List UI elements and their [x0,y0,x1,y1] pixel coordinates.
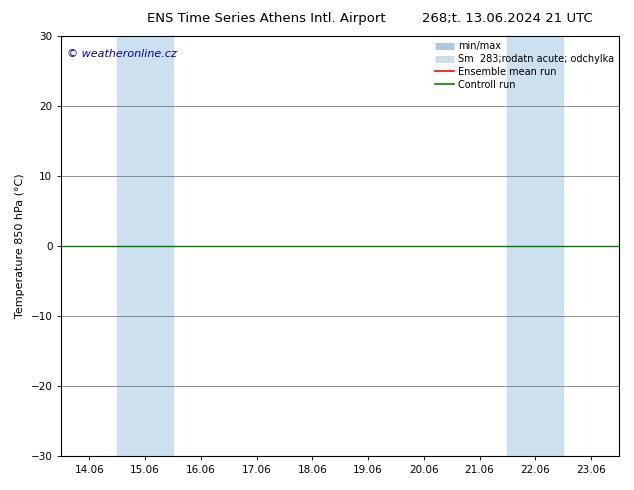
Text: 268;t. 13.06.2024 21 UTC: 268;t. 13.06.2024 21 UTC [422,12,593,25]
Bar [117,36,145,456]
Text: ENS Time Series Athens Intl. Airport: ENS Time Series Athens Intl. Airport [147,12,385,25]
Y-axis label: Temperature 850 hPa (°C): Temperature 850 hPa (°C) [15,174,25,318]
Bar [535,36,563,456]
Bar [619,36,634,456]
Text: © weatheronline.cz: © weatheronline.cz [67,49,177,59]
Legend: min/max, Sm  283;rodatn acute; odchylka, Ensemble mean run, Controll run: min/max, Sm 283;rodatn acute; odchylka, … [430,37,618,94]
Bar [507,36,535,456]
Bar [145,36,173,456]
